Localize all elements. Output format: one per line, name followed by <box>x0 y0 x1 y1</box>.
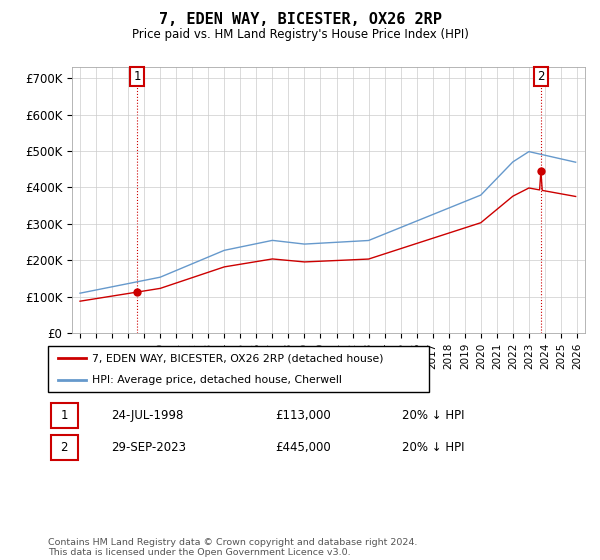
FancyBboxPatch shape <box>48 346 429 392</box>
Text: 20% ↓ HPI: 20% ↓ HPI <box>402 409 464 422</box>
Text: 7, EDEN WAY, BICESTER, OX26 2RP (detached house): 7, EDEN WAY, BICESTER, OX26 2RP (detache… <box>92 353 383 363</box>
Text: 1: 1 <box>133 70 141 83</box>
Text: 1: 1 <box>61 409 68 422</box>
Text: HPI: Average price, detached house, Cherwell: HPI: Average price, detached house, Cher… <box>92 375 341 385</box>
Text: Contains HM Land Registry data © Crown copyright and database right 2024.
This d: Contains HM Land Registry data © Crown c… <box>48 538 418 557</box>
Text: 20% ↓ HPI: 20% ↓ HPI <box>402 441 464 454</box>
Text: Price paid vs. HM Land Registry's House Price Index (HPI): Price paid vs. HM Land Registry's House … <box>131 28 469 41</box>
Text: 2: 2 <box>61 441 68 454</box>
Text: £445,000: £445,000 <box>275 441 331 454</box>
Text: 7, EDEN WAY, BICESTER, OX26 2RP: 7, EDEN WAY, BICESTER, OX26 2RP <box>158 12 442 27</box>
Text: £113,000: £113,000 <box>275 409 331 422</box>
FancyBboxPatch shape <box>50 435 78 460</box>
Text: 24-JUL-1998: 24-JUL-1998 <box>112 409 184 422</box>
Text: 2: 2 <box>537 70 545 83</box>
FancyBboxPatch shape <box>50 403 78 428</box>
Text: 29-SEP-2023: 29-SEP-2023 <box>112 441 187 454</box>
